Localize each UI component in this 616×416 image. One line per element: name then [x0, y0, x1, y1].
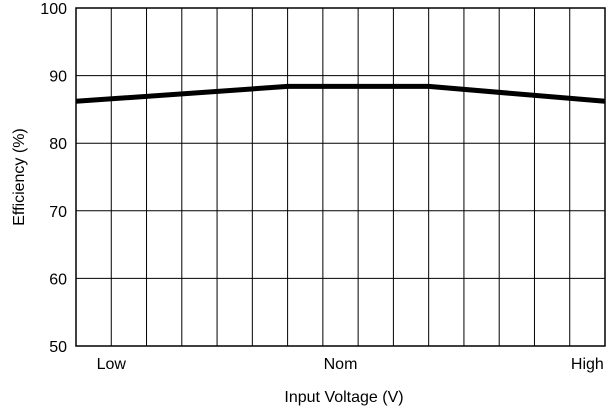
efficiency-series-line — [75, 83, 606, 104]
grid — [76, 8, 605, 346]
x-tick-labels: Low Nom High — [97, 356, 604, 373]
y-tick-label: 80 — [49, 136, 67, 153]
x-axis-label: Input Voltage (V) — [284, 389, 403, 406]
series-layer — [75, 83, 606, 104]
y-tick-label: 60 — [49, 271, 67, 288]
y-tick-label: 90 — [49, 69, 67, 86]
x-tick-label: Nom — [324, 356, 358, 373]
y-tick-label: 70 — [49, 204, 67, 221]
x-tick-label: Low — [97, 356, 127, 373]
y-tick-label: 50 — [49, 339, 67, 356]
y-tick-labels: 50 60 70 80 90 100 — [40, 1, 67, 356]
plot-frame — [75, 7, 606, 347]
x-tick-label: High — [571, 356, 604, 373]
y-axis-label: Efficiency (%) — [11, 128, 28, 226]
y-tick-label: 100 — [40, 1, 67, 18]
